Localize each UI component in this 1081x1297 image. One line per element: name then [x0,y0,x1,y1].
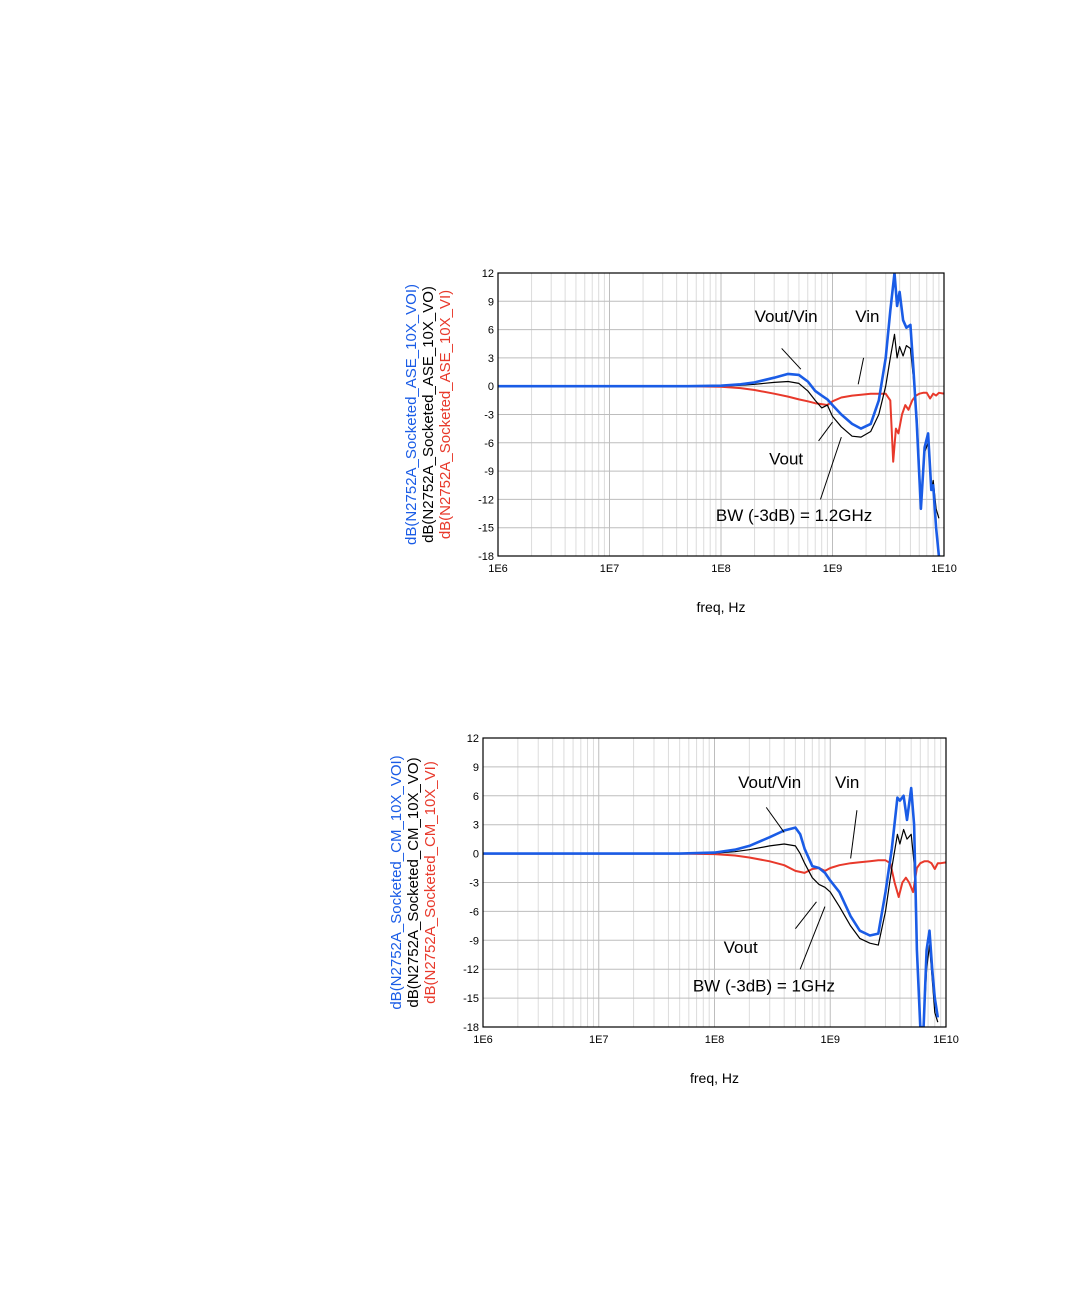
x-tick-label: 1E8 [705,1034,725,1046]
y-tick-label: -6 [469,906,479,918]
y-tick-label: 12 [482,268,494,280]
x-tick-label: 1E7 [589,1034,609,1046]
annotation-label: Vout/Vin [755,307,818,326]
y-tick-label: -15 [463,993,479,1005]
y-tick-label: 9 [473,762,479,774]
annotation-label: Vout [769,449,803,468]
annotation-pointer [781,348,802,370]
x-tick-label: 1E8 [711,563,731,575]
y-tick-label: 6 [488,325,494,337]
y-tick-label: 12 [467,733,479,745]
annotation-label: Vout/Vin [738,773,801,792]
y-tick-label: -3 [469,878,479,890]
annotation-label: Vin [855,307,879,326]
y-axis-label: dB(N2752A_Socketed_CM_10X_VO) [405,757,422,1007]
y-tick-label: 3 [473,820,479,832]
y-tick-label: -18 [463,1022,479,1034]
annotation-pointer [818,421,833,442]
y-tick-label: -9 [484,466,494,478]
annotation-label: BW (-3dB) = 1.2GHz [716,506,872,525]
series-line-2 [483,828,939,1027]
y-tick-label: 0 [488,381,494,393]
y-axis-label: dB(N2752A_Socketed_ASE_10X_VO) [420,286,437,543]
annotation-pointer [765,807,785,833]
y-tick-label: 6 [473,791,479,803]
y-tick-label: 9 [488,296,494,308]
annotation-pointer [799,906,826,970]
annotation-label: Vout [724,938,758,957]
x-axis-label: freq, Hz [690,1070,739,1086]
annotation-label: Vin [835,773,859,792]
plot-frame [497,272,945,557]
series-line-1 [498,273,941,556]
annotation-pointer [795,901,817,930]
y-axis-label: dB(N2752A_Socketed_CM_10X_VOI) [388,755,405,1009]
x-tick-label: 1E9 [820,1034,840,1046]
x-axis-label: freq, Hz [696,599,745,615]
x-tick-label: 1E10 [933,1034,959,1046]
y-tick-label: 3 [488,353,494,365]
annotation-pointer [819,436,842,500]
y-axis-label: dB(N2752A_Socketed_ASE_10X_VI) [437,290,454,539]
y-tick-label: -12 [478,494,494,506]
annotation-label: BW (-3dB) = 1GHz [693,976,835,995]
x-tick-label: 1E7 [600,563,620,575]
chart-1: 1E6 1E7 1E8 1E9 1E10 12 9 6 3 0 -3 -6 -9 -12 -15 -18 fre… [403,268,957,615]
y-tick-label: -12 [463,964,479,976]
series-line-1 [483,786,940,1027]
y-axis-label: dB(N2752A_Socketed_CM_10X_VI) [422,761,439,1004]
series-line-3 [483,852,946,898]
chart-2: 1E6 1E7 1E8 1E9 1E10 12 9 6 3 0 -3 -6 -9 -12 -15 -18 fre… [388,733,959,1086]
x-tick-label: 1E9 [823,563,843,575]
x-tick-label: 1E6 [473,1034,493,1046]
y-tick-label: -9 [469,935,479,947]
y-tick-label: -18 [478,551,494,563]
x-tick-label: 1E6 [488,563,508,575]
annotation-pointer [850,810,858,859]
plot-frame [482,737,947,1028]
x-tick-label: 1E10 [931,563,957,575]
annotation-pointer [857,357,865,385]
y-tick-label: 0 [473,849,479,861]
y-axis-label: dB(N2752A_Socketed_ASE_10X_VOI) [403,284,420,545]
y-tick-label: -6 [484,438,494,450]
series-line-2 [498,333,940,519]
y-tick-label: -15 [478,523,494,535]
y-tick-label: -3 [484,410,494,422]
